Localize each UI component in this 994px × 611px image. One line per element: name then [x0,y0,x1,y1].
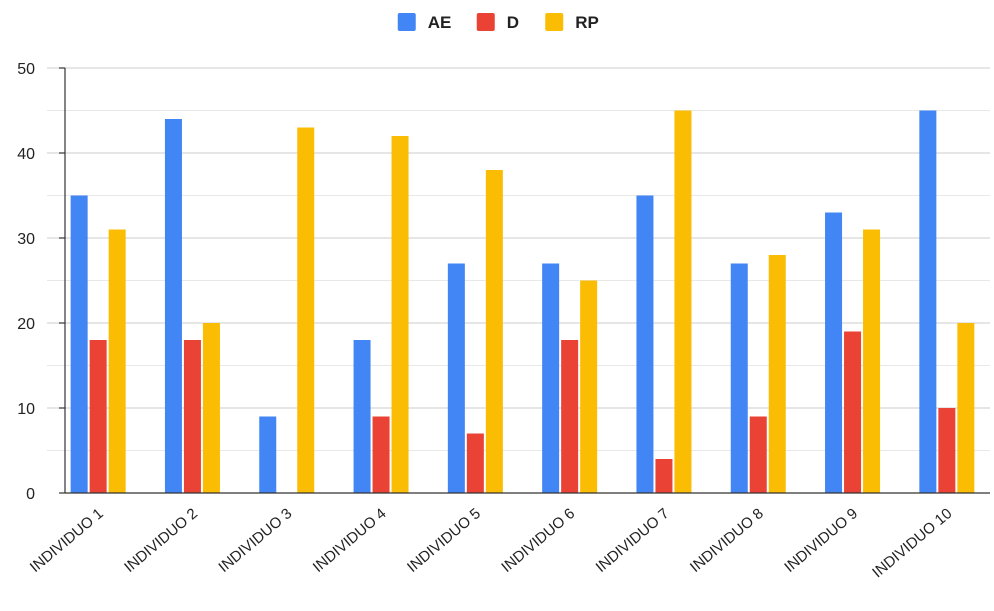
legend-swatch [476,13,495,31]
bar-ae-6 [542,263,560,493]
x-tick-label: INDIVIDUO 10 [869,505,955,581]
legend-label: D [507,13,519,32]
bar-d-9 [844,331,862,493]
x-tick-label: INDIVIDUO 2 [121,505,201,576]
x-tick-label: INDIVIDUO 8 [687,505,767,576]
bars [70,110,975,493]
bar-ae-3 [259,416,277,493]
bar-rp-10 [957,323,975,493]
x-tick-label: INDIVIDUO 5 [404,505,484,576]
bar-d-5 [466,433,484,493]
x-tick-label: INDIVIDUO 3 [215,505,295,576]
bar-ae-7 [636,195,654,493]
bar-d-6 [561,340,579,493]
bar-d-10 [938,408,956,493]
bar-d-4 [372,416,390,493]
legend-label: RP [575,13,599,32]
bar-d-2 [183,340,201,493]
legend: AE D RP [397,13,599,32]
bar-ae-2 [164,119,182,493]
legend-item-ae: AE [397,13,452,32]
bar-ae-10 [919,110,937,493]
bar-ae-1 [70,195,88,493]
bar-rp-6 [580,280,598,493]
bar-d-8 [749,416,767,493]
bar-rp-7 [674,110,692,493]
bar-ae-5 [447,263,465,493]
x-tick-labels: INDIVIDUO 1 INDIVIDUO 2 INDIVIDUO 3 INDIVID… [27,505,956,581]
legend-label: AE [428,13,452,32]
x-tick-label: INDIVIDUO 1 [27,505,107,576]
y-tick-label: 10 [17,401,35,418]
bar-d-1 [89,340,107,493]
x-tick-label: INDIVIDUO 6 [498,505,578,576]
y-tick-label: 40 [17,146,35,163]
bar-rp-9 [863,229,881,493]
bar-rp-4 [391,136,409,493]
legend-swatch [545,13,564,31]
y-tick-label: 0 [26,486,35,503]
y-tick-label: 20 [17,316,35,333]
bar-ae-8 [730,263,748,493]
bar-rp-1 [108,229,126,493]
x-tick-label: INDIVIDUO 9 [781,505,861,576]
bar-ae-4 [353,340,371,493]
bar-rp-8 [768,255,786,493]
legend-item-d: D [476,13,519,32]
legend-swatch [397,13,416,31]
bar-ae-9 [825,212,843,493]
bar-rp-2 [202,323,220,493]
legend-item-rp: RP [545,13,599,32]
x-tick-label: INDIVIDUO 7 [593,505,673,576]
axes [59,67,990,494]
bar-rp-5 [485,170,503,493]
bar-rp-3 [297,127,315,493]
bar-d-7 [655,459,673,493]
y-tick-label: 50 [17,61,35,78]
x-tick-label: INDIVIDUO 4 [310,505,390,576]
y-tick-labels: 0 10 20 30 40 50 [17,61,35,503]
y-tick-label: 30 [17,231,35,248]
